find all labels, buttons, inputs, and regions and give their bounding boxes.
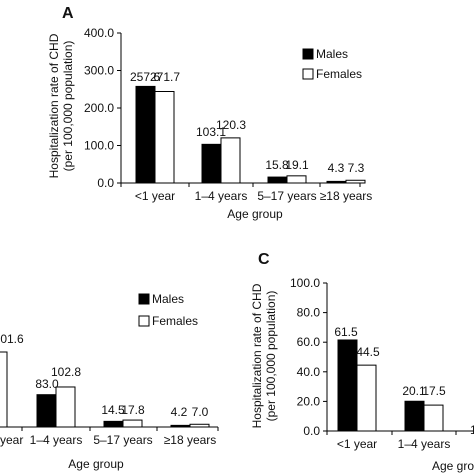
panel-c-xlabel: Age grou <box>432 459 474 473</box>
data-label: 102.8 <box>51 365 81 379</box>
legend-label-males: Males <box>152 292 184 306</box>
panel-a-letter: A <box>62 5 74 22</box>
data-label: 17.8 <box>121 403 145 417</box>
panel-a-legend: Males Females <box>302 47 362 81</box>
panel-a-ylabel-line2: (per 100,000 population) <box>61 41 75 172</box>
data-label: 19.1 <box>285 158 309 172</box>
bar-females-3 <box>345 179 366 184</box>
data-label: 7.3 <box>348 161 365 175</box>
panel-c-ylabel-line1: Hospitalization rate of CHD <box>250 283 264 428</box>
panel-a: A Hospitalization rate of CHD (per 100,0… <box>47 5 372 221</box>
legend-label-females: Females <box>152 314 198 328</box>
x-tick-label: 5–17 years <box>257 189 316 203</box>
data-label: 103.1 <box>196 125 226 139</box>
bar-males-2 <box>267 176 288 184</box>
y-tick-label: 100.0 <box>84 139 114 153</box>
bar-females-2 <box>122 419 143 428</box>
x-tick-label: ≥18 years <box>164 433 217 447</box>
panel-a-ylabel-line1: Hospitalization rate of CHD <box>47 33 61 178</box>
data-label: 01.6 <box>0 332 24 346</box>
legend-swatch-males <box>138 293 150 305</box>
bar-females-1 <box>423 404 444 432</box>
data-label: 271.7 <box>150 70 180 84</box>
data-label: 20.1 <box>402 384 426 398</box>
bar-males-1 <box>201 143 222 184</box>
bar-females-0 <box>0 351 8 428</box>
panel-c-clipped-label: 1 <box>470 423 474 437</box>
bar-females-0 <box>356 364 377 432</box>
x-tick-label: 1–4 years <box>398 437 451 451</box>
data-label: 4.2 <box>171 405 188 419</box>
panel-c-letter: C <box>258 251 270 268</box>
panel-c: C Hospitalization rate of CHD (per 100,0… <box>250 251 474 473</box>
legend-label-males: Males <box>316 47 348 61</box>
data-label: 120.3 <box>216 118 246 132</box>
x-tick-label: <1 year <box>337 437 377 451</box>
data-label: 14.5 <box>101 403 125 417</box>
data-label: 17.5 <box>422 384 446 398</box>
bar-males-2 <box>103 420 124 428</box>
y-tick-label: 300.0 <box>84 64 114 78</box>
panel-b: year 1–4 years 5–17 years ≥18 years 01.6 83.… <box>0 292 219 471</box>
bar-males-0 <box>135 85 156 184</box>
data-label: 4.3 <box>328 161 345 175</box>
bar-males-1 <box>404 400 425 432</box>
y-tick-label: 80.0 <box>297 306 321 320</box>
panel-b-legend: Males Females <box>138 292 198 328</box>
panel-a-xlabel: Age group <box>227 207 283 221</box>
bar-females-1 <box>55 386 76 428</box>
bar-females-2 <box>286 175 307 184</box>
data-label: 7.0 <box>192 405 209 419</box>
y-tick-label: 60.0 <box>297 335 321 349</box>
bar-males-1 <box>36 394 57 428</box>
bar-females-0 <box>154 91 175 184</box>
x-tick-label: <1 year <box>135 189 175 203</box>
y-tick-label: 0.0 <box>303 424 320 438</box>
y-tick-label: 40.0 <box>297 365 321 379</box>
bar-males-3 <box>326 180 347 184</box>
x-tick-label: year <box>0 433 23 447</box>
bar-females-3 <box>189 423 210 428</box>
legend-swatch-females <box>138 315 150 327</box>
y-tick-label: 100.0 <box>290 276 320 290</box>
panel-c-ylabel-line2: (per 100,000 population) <box>264 291 278 422</box>
bar-males-0 <box>337 339 358 432</box>
x-tick-label: 1–4 years <box>195 189 248 203</box>
data-label: 257.6 <box>130 70 160 84</box>
bar-females-1 <box>220 137 241 184</box>
y-tick-label: 20.0 <box>297 394 321 408</box>
x-tick-label: 1–4 years <box>30 433 83 447</box>
panel-b-xlabel: Age group <box>68 457 124 471</box>
y-tick-label: 400.0 <box>84 26 114 40</box>
data-label: 61.5 <box>334 325 358 339</box>
data-label: 83.0 <box>35 377 59 391</box>
bar-males-3 <box>170 424 191 428</box>
y-tick-label: 0.0 <box>97 176 114 190</box>
legend-label-females: Females <box>316 67 362 81</box>
data-label: 44.5 <box>356 345 380 359</box>
x-tick-label: ≥18 years <box>320 189 373 203</box>
data-label: 15.8 <box>265 158 289 172</box>
x-tick-label: 5–17 years <box>93 433 152 447</box>
legend-swatch-males <box>302 48 314 60</box>
legend-swatch-females <box>302 68 314 80</box>
y-tick-label: 200.0 <box>84 101 114 115</box>
